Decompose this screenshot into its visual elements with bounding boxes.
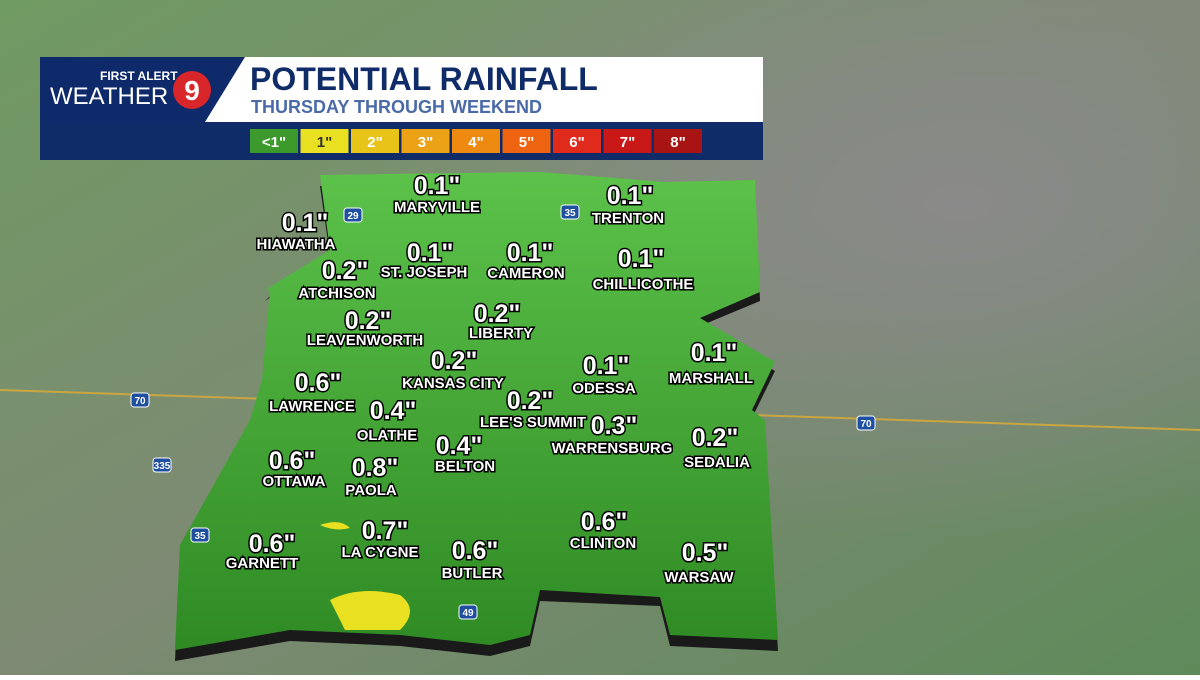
rainfall-amount: 0.2" <box>507 387 554 415</box>
legend-swatch <box>351 129 399 153</box>
legend-label: 8" <box>670 134 685 151</box>
highway-number: 70 <box>134 396 146 407</box>
legend-label: 7" <box>620 134 635 151</box>
rainfall-amount: 0.6" <box>269 447 316 475</box>
city-name: CAMERON <box>487 265 565 282</box>
rainfall-amount: 0.1" <box>407 239 454 267</box>
rainfall-amount: 0.8" <box>352 454 399 482</box>
highway-shield <box>856 415 876 431</box>
legend-swatch <box>452 129 500 153</box>
rainfall-amount: 0.1" <box>607 182 654 210</box>
highway-shield <box>130 392 150 408</box>
channel-number: 9 <box>184 75 200 106</box>
city-name: KANSAS CITY <box>402 375 504 392</box>
highway-shield <box>343 207 363 223</box>
legend-label: <1" <box>262 134 286 151</box>
rainfall-amount: 0.1" <box>691 339 738 367</box>
legend: <1" 1" 2" 3" 4" 5" 6" 7" 8" <box>250 129 702 153</box>
city-name: WARRENSBURG <box>552 440 673 457</box>
legend-label: 5" <box>519 134 534 151</box>
highway-shield <box>190 527 210 543</box>
rainfall-amount: 0.2" <box>345 307 392 335</box>
title-panel <box>205 57 763 122</box>
rainfall-amount: 0.1" <box>618 245 665 273</box>
subtitle: THURSDAY THROUGH WEEKEND <box>251 97 542 117</box>
highway-number: 29 <box>347 211 359 222</box>
city-name: TRENTON <box>592 210 664 227</box>
legend-label: 6" <box>569 134 584 151</box>
city-name: LEAVENWORTH <box>307 332 423 349</box>
highway-shield <box>152 457 172 473</box>
city-name: LA CYGNE <box>342 544 419 561</box>
legend-swatch <box>250 129 298 153</box>
rainfall-amount: 0.6" <box>452 537 499 565</box>
city-name: CHILLICOTHE <box>593 276 694 293</box>
rainfall-amount: 0.1" <box>414 172 461 200</box>
brand-bottom: WEATHER <box>50 83 168 110</box>
city-name: BELTON <box>435 458 495 475</box>
rainfall-amount: 0.5" <box>682 539 729 567</box>
rainfall-region <box>175 172 778 650</box>
rainfall-amount: 0.3" <box>591 412 638 440</box>
rainfall-amount: 0.1" <box>583 352 630 380</box>
channel-badge <box>173 71 211 109</box>
city-name: LAWRENCE <box>269 398 355 415</box>
legend-swatch <box>654 129 702 153</box>
city-name: WARSAW <box>664 569 734 586</box>
rainfall-amount: 0.4" <box>436 432 483 460</box>
city-name: LIBERTY <box>469 325 533 342</box>
legend-swatch <box>603 129 652 153</box>
city-name: ST. JOSEPH <box>381 264 468 281</box>
city-name: SEDALIA <box>684 454 750 471</box>
city-name: PAOLA <box>345 482 397 499</box>
rainfall-amount: 0.6" <box>581 508 628 536</box>
city-name: MARYVILLE <box>394 199 480 216</box>
rainfall-amount: 0.1" <box>507 239 554 267</box>
city-name: BUTLER <box>442 565 503 582</box>
rainfall-amount: 0.6" <box>295 369 342 397</box>
city-name: ATCHISON <box>298 285 375 302</box>
city-name: LEE'S SUMMIT <box>480 414 586 431</box>
city-name: HIAWATHA <box>257 236 336 253</box>
highway-number: 35 <box>564 208 576 219</box>
brand-top: FIRST ALERT <box>100 69 178 83</box>
rainfall-amount: 0.1" <box>282 209 329 237</box>
legend-swatch <box>502 129 551 153</box>
rainfall-amount: 0.2" <box>322 257 369 285</box>
highway-number: 49 <box>462 608 474 619</box>
legend-label: 4" <box>468 134 483 151</box>
legend-label: 3" <box>418 134 433 151</box>
legend-label: 1" <box>317 134 332 151</box>
legend-swatch <box>300 129 349 153</box>
legend-label: 2" <box>367 134 382 151</box>
city-name: OTTAWA <box>262 473 325 490</box>
rainfall-amount: 0.6" <box>249 530 296 558</box>
rainfall-amount: 0.2" <box>692 424 739 452</box>
city-name: CLINTON <box>570 535 636 552</box>
rainfall-amount: 0.7" <box>362 517 409 545</box>
city-name: OLATHE <box>357 427 418 444</box>
rainfall-amount: 0.4" <box>370 397 417 425</box>
legend-swatch <box>553 129 601 153</box>
legend-swatch <box>401 129 450 153</box>
rainfall-amount: 0.2" <box>474 300 521 328</box>
one-inch-area <box>320 522 350 530</box>
city-name: GARNETT <box>226 555 299 572</box>
highway-shield <box>560 204 580 220</box>
rainfall-amount: 0.2" <box>431 347 478 375</box>
city-name: MARSHALL <box>669 370 753 387</box>
highway-number: 335 <box>154 461 171 472</box>
highway-number: 35 <box>194 531 206 542</box>
title: POTENTIAL RAINFALL <box>250 61 598 97</box>
highway-number: 70 <box>860 419 872 430</box>
highway-shield <box>458 604 478 620</box>
one-inch-area <box>330 591 410 630</box>
highways: 29 35 70 335 35 49 70 <box>130 204 876 620</box>
city-name: ODESSA <box>572 380 636 397</box>
